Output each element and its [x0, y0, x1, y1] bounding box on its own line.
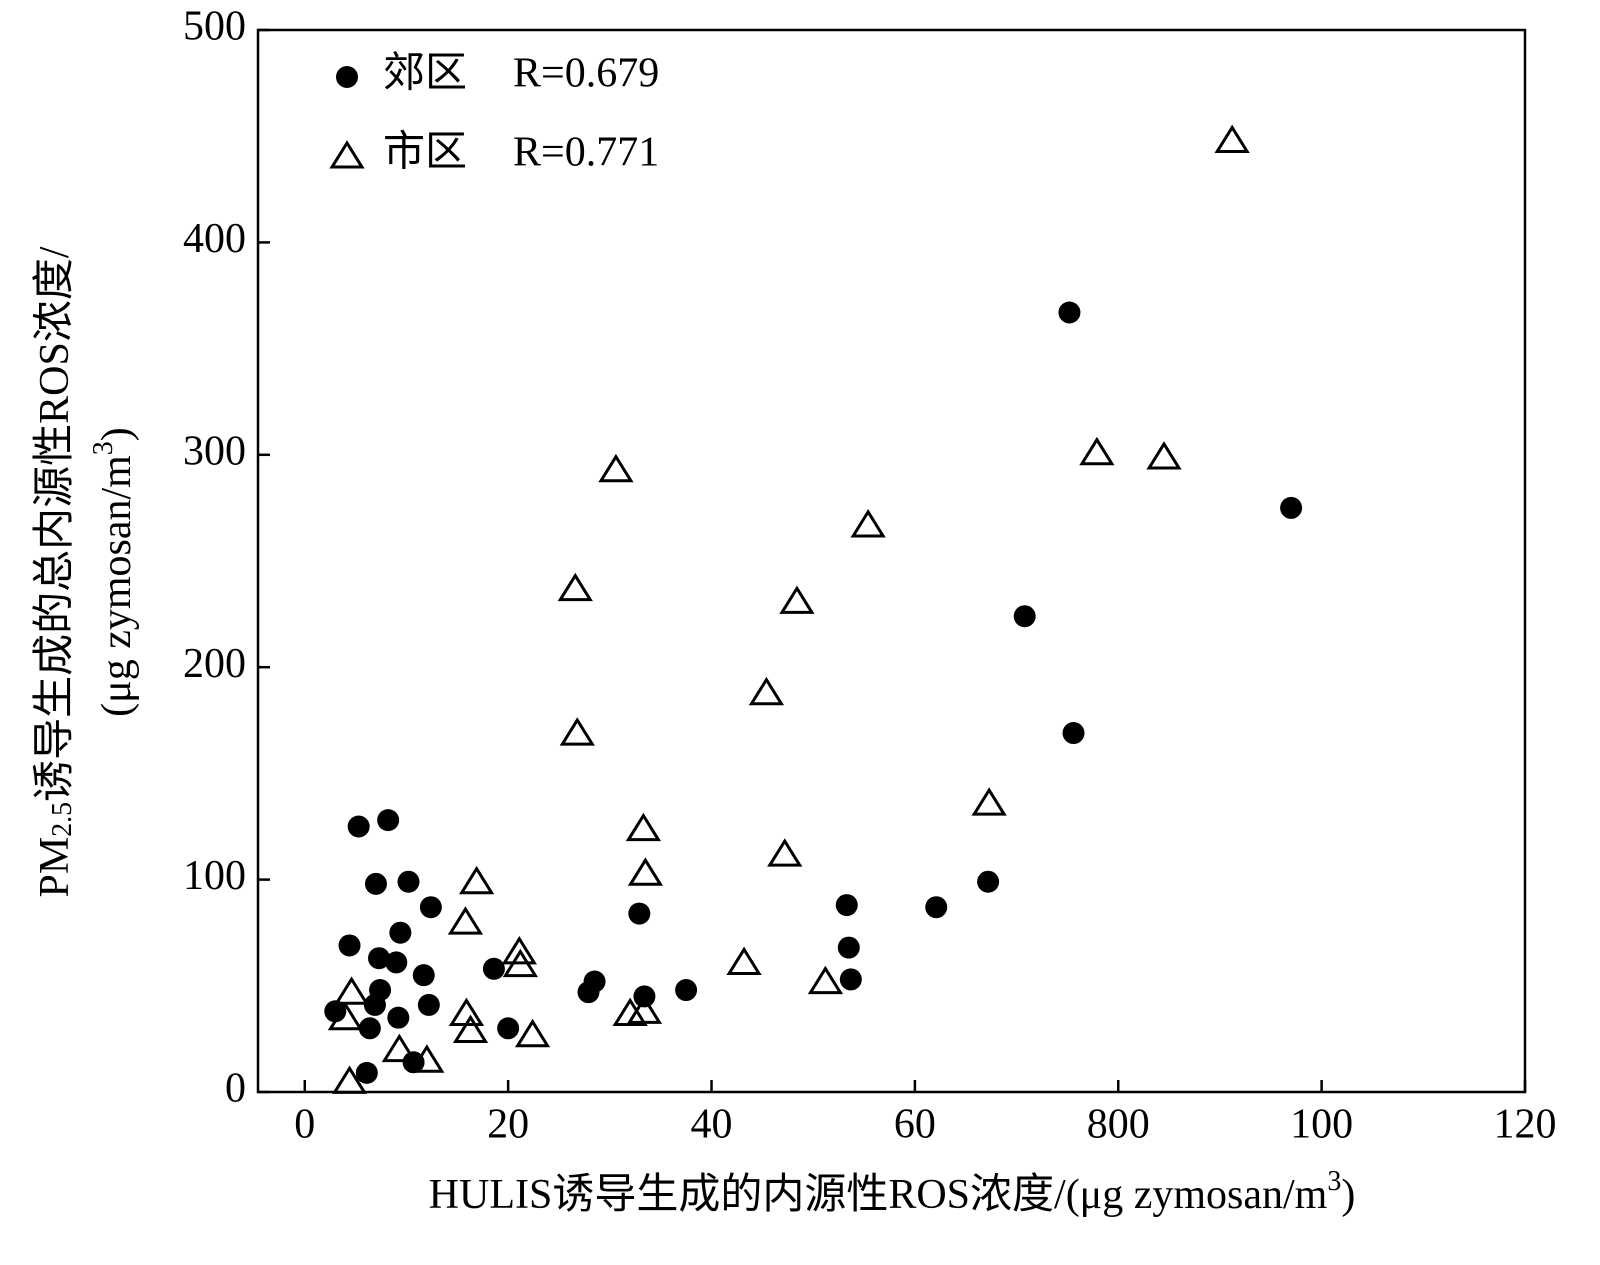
- point: [1214, 124, 1250, 153]
- point: [324, 1000, 347, 1023]
- point: [514, 1018, 551, 1048]
- point: [628, 902, 651, 925]
- legend-annotation: R=0.771: [513, 130, 659, 176]
- point: [327, 1001, 364, 1031]
- point: [482, 957, 505, 980]
- point: [387, 1006, 410, 1029]
- point: [452, 1014, 489, 1043]
- y-tick-label: 200: [183, 641, 246, 687]
- point: [381, 1033, 417, 1063]
- x-tick-label: 60: [894, 1102, 936, 1148]
- point: [448, 997, 485, 1026]
- point: [355, 1061, 378, 1084]
- point: [971, 787, 1007, 816]
- point: [358, 1017, 381, 1040]
- point: [925, 896, 948, 919]
- point: [850, 509, 886, 538]
- y-tick-label: 0: [225, 1066, 246, 1112]
- point: [598, 453, 634, 483]
- x-tick-label: 120: [1494, 1102, 1557, 1148]
- y-axis-label-part: (μg zymosan/m: [94, 455, 140, 717]
- y-tick-label: 100: [183, 853, 246, 899]
- point: [497, 1017, 520, 1040]
- x-tick-label: 20: [487, 1102, 529, 1148]
- y-axis-label: (μg zymosan/m3): [88, 427, 139, 717]
- point: [627, 857, 664, 886]
- point: [625, 812, 662, 842]
- x-axis-label-part: 3: [1327, 1166, 1341, 1197]
- point: [837, 936, 860, 959]
- point: [347, 815, 370, 838]
- point: [1146, 441, 1182, 470]
- point: [839, 968, 862, 991]
- y-axis-label-part: 3: [88, 441, 119, 455]
- point: [1280, 496, 1303, 519]
- point: [333, 976, 370, 1005]
- y-axis-label-part: 诱导生成的总内源性ROS浓度/: [32, 246, 78, 802]
- point: [748, 676, 785, 706]
- point: [385, 951, 408, 974]
- point: [767, 838, 803, 867]
- point: [807, 965, 844, 995]
- y-axis-label-part: ): [94, 427, 140, 441]
- point: [377, 809, 400, 832]
- point: [447, 906, 484, 935]
- point: [1062, 722, 1085, 745]
- point: [417, 993, 440, 1016]
- x-tick-label: 100: [1290, 1102, 1353, 1148]
- y-axis-label: PM2.5诱导生成的总内源性ROS浓度/: [32, 246, 79, 897]
- point: [1058, 301, 1081, 324]
- point: [626, 995, 663, 1024]
- legend-label: 郊区: [383, 51, 467, 97]
- point: [559, 717, 595, 746]
- point: [726, 946, 762, 975]
- point: [835, 894, 858, 917]
- legend-marker: [336, 66, 358, 88]
- point: [368, 947, 391, 970]
- y-tick-label: 300: [183, 428, 246, 474]
- point: [675, 979, 698, 1002]
- x-axis-label-part: HULIS诱导生成的内源性ROS浓度/(μg zymosan/m: [429, 1172, 1328, 1218]
- point: [419, 896, 442, 919]
- point: [338, 934, 361, 957]
- y-axis-label-part: 2.5: [47, 802, 78, 837]
- x-axis-label-part: ): [1341, 1172, 1355, 1218]
- point: [364, 872, 387, 895]
- point: [397, 870, 420, 893]
- point: [1079, 436, 1115, 466]
- point: [779, 585, 815, 614]
- legend-label: 市区: [383, 129, 467, 176]
- point: [501, 935, 537, 965]
- point: [412, 964, 435, 987]
- x-tick-label: 800: [1087, 1102, 1150, 1148]
- point: [409, 1044, 445, 1073]
- plot-frame: [256, 28, 1527, 1094]
- legend-annotation: R=0.679: [513, 51, 659, 97]
- x-tick-label: 40: [691, 1102, 733, 1148]
- point: [363, 993, 386, 1016]
- point: [502, 948, 538, 978]
- point: [612, 997, 648, 1026]
- point: [331, 1065, 368, 1094]
- point: [389, 921, 412, 944]
- y-tick-label: 500: [183, 4, 246, 50]
- point: [577, 981, 600, 1004]
- x-axis-label: HULIS诱导生成的内源性ROS浓度/(μg zymosan/m3): [429, 1166, 1356, 1217]
- y-tick-label: 400: [183, 216, 246, 262]
- point: [458, 865, 495, 895]
- x-tick-label: 0: [294, 1102, 315, 1148]
- point: [1013, 605, 1036, 628]
- y-axis-label-part: PM: [32, 837, 78, 898]
- point: [557, 572, 593, 602]
- point: [977, 870, 1000, 893]
- legend-marker: [329, 140, 365, 169]
